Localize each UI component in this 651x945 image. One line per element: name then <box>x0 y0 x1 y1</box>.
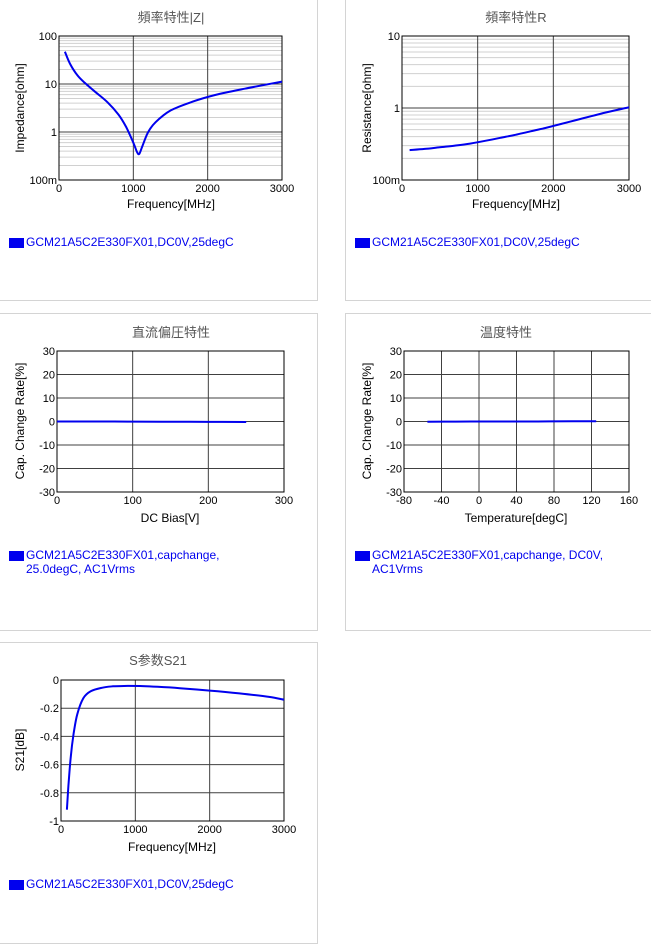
x-tick-label: 160 <box>620 495 638 507</box>
x-tick-label: 100 <box>123 495 141 507</box>
temperature-chart-panel: 温度特性 Temperature[degC] Cap. Change Rate[… <box>345 313 651 631</box>
x-tick-label: 1000 <box>465 183 489 195</box>
chart-legend: GCM21A5C2E330FX01,DC0V,25degC <box>9 235 309 249</box>
y-tick-label: 20 <box>43 370 55 382</box>
y-tick-label: 1 <box>394 103 400 115</box>
y-tick-label: -20 <box>39 464 55 476</box>
y-tick-label: 20 <box>390 370 402 382</box>
y-tick-label: -30 <box>39 487 55 499</box>
y-axis-label: S21[dB] <box>13 729 27 772</box>
chart-legend: GCM21A5C2E330FX01,DC0V,25degC <box>9 877 309 891</box>
chart-legend: GCM21A5C2E330FX01,DC0V,25degC <box>355 235 645 249</box>
y-tick-label: -30 <box>386 487 402 499</box>
x-axis-label: Frequency[MHz] <box>127 197 215 211</box>
chart-title: 頻率特性R <box>485 10 546 25</box>
y-tick-label: 0 <box>396 417 402 429</box>
x-tick-label: 2000 <box>541 183 565 195</box>
legend-label: GCM21A5C2E330FX01,DC0V,25degC <box>372 235 580 249</box>
y-axis-label: Impedance[ohm] <box>13 63 27 152</box>
y-tick-label: -10 <box>39 440 55 452</box>
x-tick-label: 2000 <box>197 824 221 836</box>
series-line <box>67 686 284 810</box>
legend-label: GCM21A5C2E330FX01,DC0V,25degC <box>26 235 234 249</box>
chart-legend: GCM21A5C2E330FX01,capchange, DC0V, AC1Vr… <box>355 548 650 576</box>
x-tick-label: 80 <box>548 495 560 507</box>
y-tick-label: -0.2 <box>40 703 59 715</box>
legend-swatch <box>9 238 24 248</box>
chart-legend: GCM21A5C2E330FX01,capchange, 25.0degC, A… <box>9 548 309 576</box>
series-line <box>410 107 629 150</box>
chart-title: S参数S21 <box>129 653 187 668</box>
chart-title: 直流偏圧特性 <box>132 325 210 340</box>
y-tick-label: 30 <box>390 346 402 358</box>
x-axis-label: Frequency[MHz] <box>128 840 216 854</box>
x-tick-label: 1000 <box>121 183 145 195</box>
y-axis-label: Resistance[ohm] <box>360 63 374 152</box>
s21-chart: S参数S21 Frequency[MHz] S21[dB] 0 1000 2000 3… <box>0 643 319 945</box>
legend-swatch <box>355 238 370 248</box>
x-axis-label: Frequency[MHz] <box>472 197 560 211</box>
y-tick-label: 100 <box>39 31 57 43</box>
plot-frame <box>61 680 284 821</box>
dc-bias-chart-panel: 直流偏圧特性 DC Bias[V] Cap. Change Rate[%] 0 1… <box>0 313 318 631</box>
x-tick-label: 3000 <box>617 183 641 195</box>
y-tick-label: 1 <box>51 127 57 139</box>
s21-chart-panel: S参数S21 Frequency[MHz] S21[dB] 0 1000 2000 3… <box>0 642 318 944</box>
y-tick-label: -10 <box>386 440 402 452</box>
series-line <box>57 422 246 423</box>
x-tick-label: -40 <box>434 495 450 507</box>
x-tick-label: 120 <box>582 495 600 507</box>
legend-label: GCM21A5C2E330FX01,DC0V,25degC <box>26 877 234 891</box>
y-axis-label: Cap. Change Rate[%] <box>13 363 27 480</box>
x-axis-label: Temperature[degC] <box>465 511 568 525</box>
y-tick-label: 10 <box>390 393 402 405</box>
temperature-chart: 温度特性 Temperature[degC] Cap. Change Rate[… <box>346 314 651 632</box>
legend-swatch <box>9 880 24 890</box>
y-tick-label: -1 <box>49 816 59 828</box>
legend-label: GCM21A5C2E330FX01,capchange, 25.0degC, A… <box>26 548 266 576</box>
x-tick-label: 1000 <box>123 824 147 836</box>
y-tick-label: 100m <box>372 175 400 187</box>
legend-swatch <box>355 551 370 561</box>
y-tick-label: 10 <box>388 31 400 43</box>
y-tick-label: 10 <box>45 79 57 91</box>
x-tick-label: 200 <box>199 495 217 507</box>
y-tick-label: 100m <box>29 175 57 187</box>
x-tick-label: 300 <box>275 495 293 507</box>
x-tick-label: 0 <box>476 495 482 507</box>
dc-bias-chart: 直流偏圧特性 DC Bias[V] Cap. Change Rate[%] 0 1… <box>0 314 319 632</box>
y-tick-label: -20 <box>386 464 402 476</box>
legend-label: GCM21A5C2E330FX01,capchange, DC0V, AC1Vr… <box>372 548 647 576</box>
x-axis-label: DC Bias[V] <box>141 511 200 525</box>
plot-frame <box>59 36 282 180</box>
y-tick-label: 0 <box>49 417 55 429</box>
x-tick-label: 3000 <box>272 824 296 836</box>
x-tick-label: 3000 <box>270 183 294 195</box>
y-tick-label: 10 <box>43 393 55 405</box>
y-tick-label: -0.6 <box>40 760 59 772</box>
chart-title: 温度特性 <box>480 325 532 340</box>
y-tick-label: 0 <box>53 675 59 687</box>
x-tick-label: 2000 <box>195 183 219 195</box>
y-tick-label: 30 <box>43 346 55 358</box>
y-tick-label: -0.8 <box>40 788 59 800</box>
y-tick-label: -0.4 <box>40 731 59 743</box>
x-tick-label: 40 <box>510 495 522 507</box>
legend-swatch <box>9 551 24 561</box>
chart-title: 頻率特性|Z| <box>138 10 205 25</box>
y-axis-label: Cap. Change Rate[%] <box>360 363 374 480</box>
